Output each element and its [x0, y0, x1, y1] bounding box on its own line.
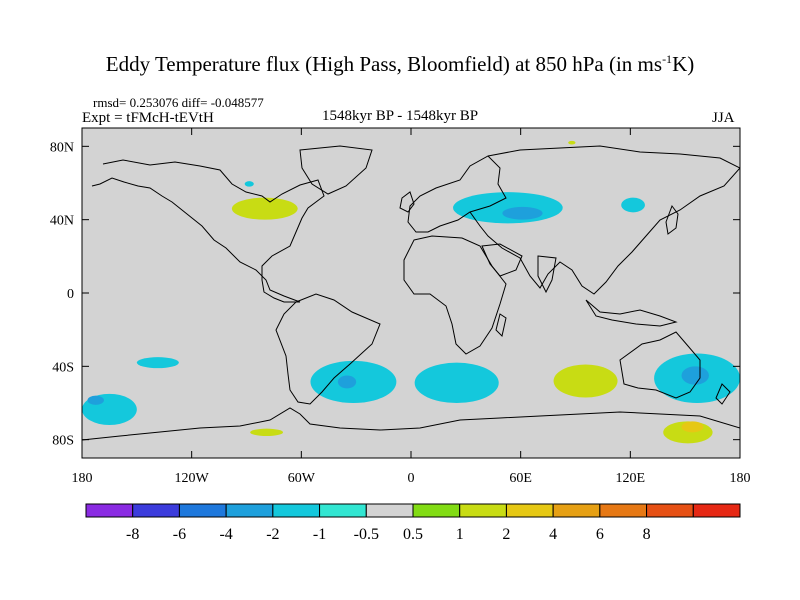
british-isles-coast [399, 191, 415, 213]
colorbar-label: 8 [643, 526, 651, 543]
season-label: JJA [712, 110, 735, 126]
madagascar-coast [495, 313, 507, 337]
india-coast [537, 255, 557, 294]
y-tick-label: 80N [50, 140, 74, 155]
axis-ticks: 180 120W 60W 0 60E 120E 180 80N 40N 0 40S 80S [50, 128, 751, 486]
anomaly-arctic-north-asia [568, 140, 576, 145]
south-america-coast [275, 293, 381, 405]
anomaly-great-lakes [231, 197, 298, 220]
y-tick-label: 80S [52, 434, 74, 449]
x-tick-label: 60W [288, 471, 316, 486]
anomaly-pacific-60s-core [87, 395, 104, 405]
colorbar-swatch [646, 503, 694, 518]
australia-coast [619, 331, 701, 399]
colorbar-swatch [319, 503, 367, 518]
colorbar-label: -4 [219, 526, 232, 543]
colorbar-swatch [178, 503, 227, 518]
period-label: 1548kyr BP - 1548kyr BP [322, 108, 479, 124]
colorbar-swatch [552, 503, 601, 518]
experiment-label: Expt = tFMcH-tEVtH [82, 110, 214, 126]
anomaly-layer [82, 140, 740, 444]
anomaly-south-atlantic-core [337, 375, 357, 389]
colorbar-label: 1 [456, 526, 464, 543]
colorbar-label: 4 [549, 526, 557, 543]
colorbar-label: -1 [313, 526, 326, 543]
colorbar-label: 6 [596, 526, 604, 543]
anomaly-south-pacific [136, 357, 179, 369]
colorbar-swatch [692, 503, 741, 518]
y-tick-label: 40N [50, 214, 74, 229]
colorbar: -8 -6 -4 -2 -1 -0.5 0.5 1 2 4 6 8 [85, 503, 741, 543]
x-tick-label: 0 [408, 471, 415, 486]
colorbar-swatch [272, 503, 321, 518]
y-tick-label: 40S [52, 360, 74, 375]
indonesia-coast [585, 299, 678, 327]
colorbar-label: 2 [502, 526, 510, 543]
colorbar-label: -2 [266, 526, 279, 543]
colorbar-swatch [132, 503, 180, 518]
colorbar-swatch [365, 503, 414, 518]
japan-coast [665, 204, 679, 235]
colorbar-swatch [505, 503, 554, 518]
new-zealand-coast [715, 383, 731, 405]
anomaly-australia-core [681, 366, 709, 385]
anomaly-central-asia [453, 192, 563, 224]
x-tick-label: 60E [509, 471, 532, 486]
anomaly-central-asia-core [502, 206, 543, 220]
colorbar-label: -6 [173, 526, 186, 543]
colorbar-swatch [412, 503, 461, 518]
colorbar-swatch [459, 503, 507, 518]
antarctica-coast [82, 407, 740, 441]
greenland-coast [299, 145, 373, 195]
anomaly-ross-sea-core [681, 421, 704, 433]
anomaly-hudson [244, 181, 254, 187]
colorbar-label: 0.5 [403, 526, 423, 543]
x-tick-label: 120W [175, 471, 210, 486]
colorbar-swatch [599, 503, 648, 518]
anomaly-siberia [621, 197, 645, 213]
anomaly-southern-indian-ocean [553, 364, 618, 398]
asia-coast [469, 145, 740, 295]
colorbar-swatch [225, 503, 274, 518]
map-background [82, 128, 740, 458]
y-tick-label: 0 [67, 287, 74, 302]
stats-label: rmsd= 0.253076 diff= -0.048577 [93, 95, 264, 110]
colorbar-swatch [85, 503, 134, 518]
colorbar-label: -0.5 [354, 526, 379, 543]
chart-title: Eddy Temperature flux (High Pass, Bloomf… [105, 52, 695, 76]
x-tick-label: 180 [730, 471, 751, 486]
africa-coast [403, 235, 507, 355]
x-tick-label: 120E [616, 471, 646, 486]
arabia-coast [481, 243, 523, 277]
colorbar-label: -8 [126, 526, 139, 543]
anomaly-sw-indian-ocean [414, 362, 499, 404]
x-tick-label: 180 [72, 471, 93, 486]
anomaly-bellingshausen [250, 428, 284, 437]
coastlines [82, 145, 740, 441]
europe-coast [407, 155, 507, 233]
north-america-coast [91, 159, 325, 303]
